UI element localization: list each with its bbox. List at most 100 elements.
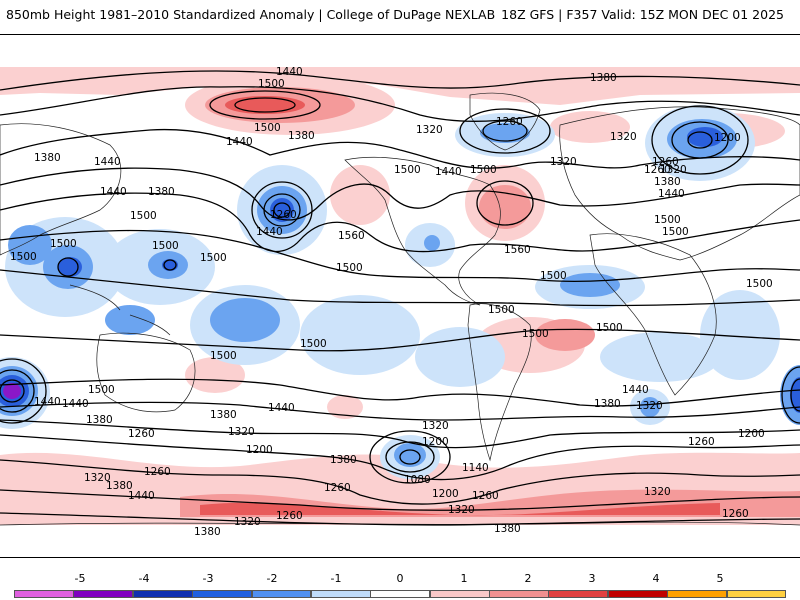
colorbar-tick-label: 4	[652, 572, 660, 585]
contour-label: 1320	[636, 400, 663, 412]
contour-label: 1260	[496, 116, 523, 128]
contour-label: 1440	[34, 396, 61, 408]
positive-anomaly-region	[550, 111, 630, 143]
negative-anomaly-region	[415, 327, 505, 387]
contour-label: 1260	[722, 508, 749, 520]
contour-label: 1500	[50, 238, 77, 250]
height-contour	[0, 229, 800, 282]
colorbar-swatch	[370, 590, 431, 598]
map-title: 850mb Height 1981–2010 Standardized Anom…	[6, 7, 496, 22]
contour-label: 1440	[226, 136, 253, 148]
contour-label: 1500	[300, 338, 327, 350]
colorbar-tick-label: 3	[588, 572, 596, 585]
contour-label: 1500	[522, 328, 549, 340]
contour-label: 1080	[404, 474, 431, 486]
contour-label: 1380	[654, 176, 681, 188]
colorbar-tick-label: -2	[266, 572, 278, 585]
colorbar-tick-label: -1	[330, 572, 342, 585]
height-contour	[0, 378, 800, 407]
contour-label: 1560	[504, 244, 531, 256]
contour-label: 1440	[62, 398, 89, 410]
negative-anomaly-region	[424, 235, 440, 251]
contour-label: 1320	[422, 420, 449, 432]
negative-anomaly-region	[700, 290, 780, 380]
height-contour	[0, 401, 800, 421]
coastline	[559, 106, 800, 261]
contour-label: 1440	[100, 186, 127, 198]
contour-label: 1380	[594, 398, 621, 410]
contour-label: 1500	[210, 350, 237, 362]
contour-label: 1320	[448, 504, 475, 516]
negative-anomaly-region	[560, 273, 620, 297]
height-contours	[0, 70, 800, 526]
height-contour	[369, 430, 451, 484]
contour-label: 1440	[622, 384, 649, 396]
contour-label: 1200	[422, 436, 449, 448]
contour-label: 1260	[324, 482, 351, 494]
contour-label: 1380	[210, 409, 237, 421]
contour-label: 1500	[394, 164, 421, 176]
negative-anomaly-region	[105, 305, 155, 335]
colorbar-swatch	[251, 590, 312, 598]
contour-label: 1320	[84, 472, 111, 484]
height-contour	[0, 128, 800, 169]
negative-anomaly-region	[600, 332, 720, 382]
positive-anomaly-region	[535, 319, 595, 351]
height-contour	[0, 328, 800, 352]
colorbar-tick-label: -4	[138, 572, 150, 585]
contour-label: 1440	[128, 490, 155, 502]
contour-label: 1380	[148, 186, 175, 198]
coastline	[469, 92, 541, 151]
contour-label: 1500	[336, 262, 363, 274]
height-contour	[781, 366, 800, 424]
negative-anomaly-region	[640, 397, 660, 417]
colorbar-swatch	[489, 590, 549, 598]
contour-label: 1320	[550, 156, 577, 168]
contour-label: 1260	[276, 510, 303, 522]
height-contour	[0, 489, 800, 511]
colorbar-tick-label: 5	[716, 572, 724, 585]
contour-label: 1260	[644, 164, 671, 176]
colorbar-swatch	[667, 590, 728, 598]
contour-label: 1500	[200, 252, 227, 264]
contour-label: 1380	[330, 454, 357, 466]
height-contour	[273, 202, 291, 218]
contour-label: 1440	[268, 402, 295, 414]
height-contour	[0, 70, 800, 91]
colorbar-swatch	[429, 590, 490, 598]
contour-label: 1260	[144, 466, 171, 478]
height-contour	[399, 449, 421, 465]
coastline	[344, 156, 501, 306]
contour-label: 1500	[254, 122, 281, 134]
contour-label: 1440	[256, 226, 283, 238]
contour-label: 1500	[488, 304, 515, 316]
contour-label: 1440	[94, 156, 121, 168]
height-contour	[0, 86, 800, 122]
contour-label: 1500	[258, 78, 285, 90]
height-contour	[0, 369, 35, 413]
contour-label: 1440	[658, 188, 685, 200]
negative-anomaly-region	[3, 383, 21, 399]
contour-label: 1320	[228, 426, 255, 438]
coastline	[0, 123, 122, 256]
height-contour	[0, 358, 47, 424]
contour-label: 1200	[714, 132, 741, 144]
positive-anomaly-region	[327, 395, 363, 419]
positive-anomaly-region	[185, 357, 245, 393]
height-contour	[459, 108, 551, 154]
contour-label: 1380	[34, 152, 61, 164]
height-contour	[0, 512, 800, 526]
contour-label: 1320	[416, 124, 443, 136]
colorbar-tick-label: 0	[396, 572, 404, 585]
contour-label: 1260	[472, 490, 499, 502]
colorbar-tick-label: 1	[460, 572, 468, 585]
contour-label: 1380	[194, 526, 221, 538]
anomaly-map: 1440 1500 1380 1440 1380 1320 1260 1440 …	[0, 66, 800, 538]
contour-label: 1320	[234, 516, 261, 528]
contour-label: 1260	[688, 436, 715, 448]
positive-anomaly-region	[225, 96, 305, 114]
colorbar-swatch	[726, 590, 787, 598]
contour-label: 1380	[288, 130, 315, 142]
contour-label: 1500	[130, 210, 157, 222]
height-contour	[209, 90, 321, 120]
